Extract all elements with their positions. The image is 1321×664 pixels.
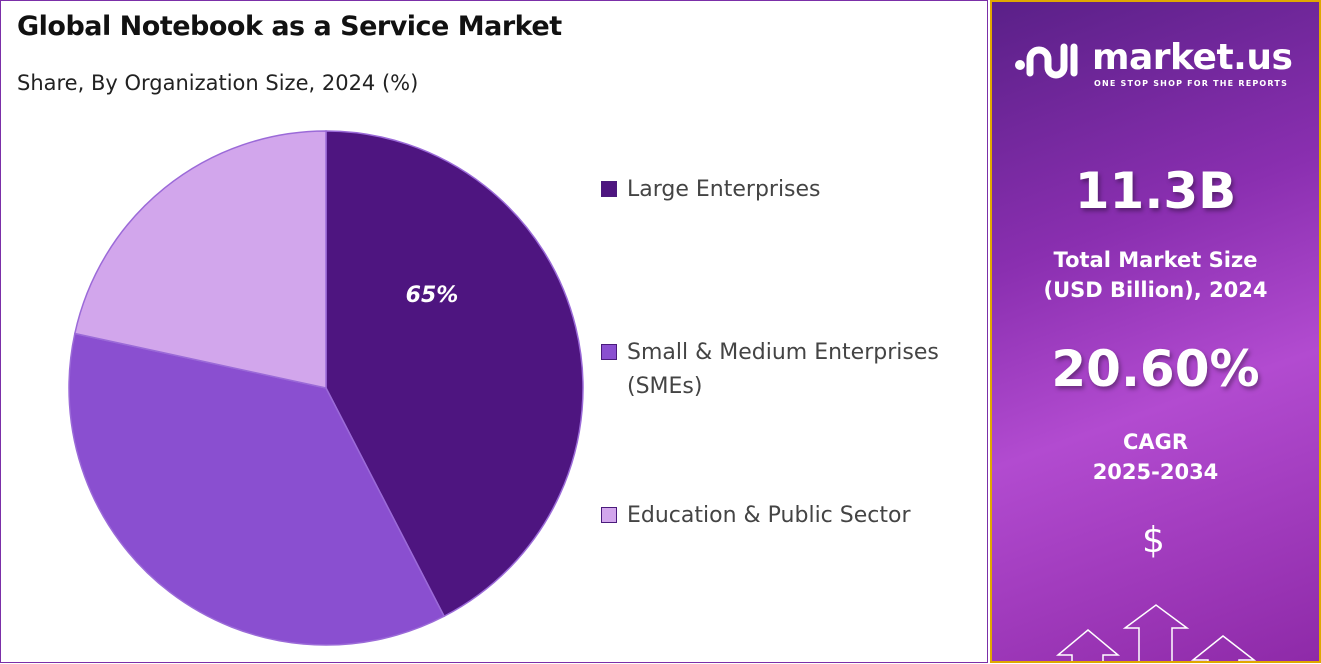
market-us-logo-icon xyxy=(1015,43,1078,79)
legend-item-large-enterprises: Large Enterprises xyxy=(601,173,987,207)
brand-name: market.us xyxy=(1092,37,1293,78)
legend-swatch xyxy=(601,181,617,197)
market-size-value: 11.3B xyxy=(1074,162,1237,220)
pie-slice-1 xyxy=(68,332,446,646)
pie-chart: 65% xyxy=(68,130,584,646)
legend-swatch xyxy=(601,344,617,360)
chart-panel: Global Notebook as a Service Market Shar… xyxy=(0,0,988,663)
data-label: 65% xyxy=(406,283,459,308)
brand-logo: market.us ONE STOP SHOP FOR THE REPORTS xyxy=(1012,37,1302,88)
chart-subtitle: Share, By Organization Size, 2024 (%) xyxy=(17,71,419,95)
chart-title: Global Notebook as a Service Market xyxy=(17,11,562,42)
pie-slice-2 xyxy=(73,130,327,389)
summary-panel: market.us ONE STOP SHOP FOR THE REPORTS … xyxy=(990,0,1321,663)
market-size-label: Total Market Size xyxy=(1053,248,1258,272)
legend-label: Education & Public Sector xyxy=(627,503,911,528)
legend-item-smes: Small & Medium Enterprises (SMEs) xyxy=(601,336,987,404)
cagr-label: CAGR xyxy=(1122,430,1189,454)
legend-item-education-public: Education & Public Sector xyxy=(601,499,987,533)
legend-label-line2: (SMEs) xyxy=(627,374,703,399)
market-size-label-2: (USD Billion), 2024 xyxy=(1043,278,1268,302)
cagr-period: 2025-2034 xyxy=(1092,460,1219,484)
pie-slice-0 xyxy=(325,130,584,618)
legend-swatch xyxy=(601,507,617,523)
dollar-icon: $ xyxy=(1142,520,1165,561)
legend-label: Small & Medium Enterprises xyxy=(627,340,939,365)
brand-tagline: ONE STOP SHOP FOR THE REPORTS xyxy=(1094,79,1289,88)
cagr-value: 20.60% xyxy=(1051,340,1260,398)
growth-arrows-icon xyxy=(1055,604,1257,661)
legend-label: Large Enterprises xyxy=(627,177,821,202)
